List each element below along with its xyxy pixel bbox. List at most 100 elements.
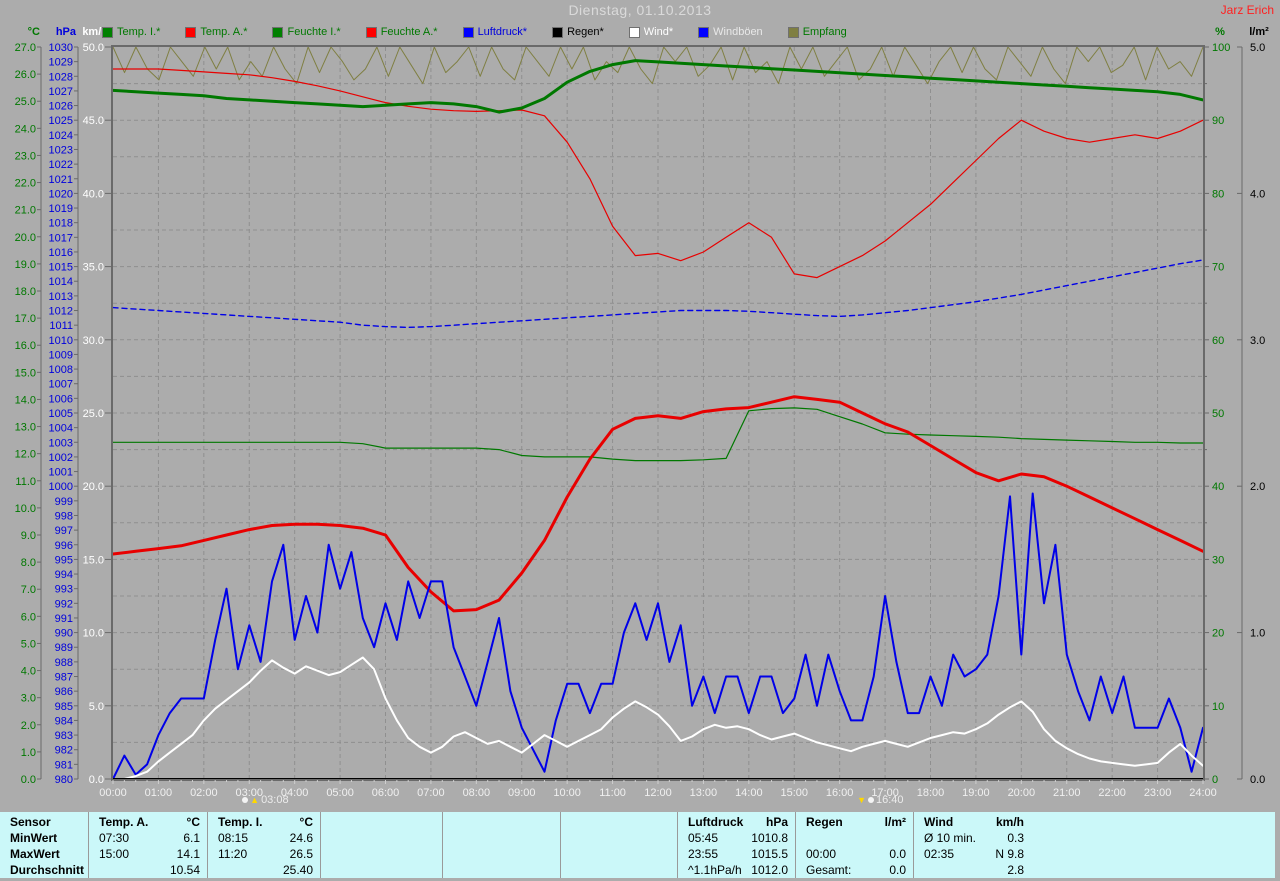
x-tick-label: 05:00 [326, 787, 354, 799]
tick-label-degc: 0.0 [21, 774, 36, 786]
axis-header-lm2: l/m² [1249, 26, 1269, 38]
legend-label: Luftdruck* [477, 26, 528, 38]
tick-label-hpa: 996 [55, 540, 73, 552]
tick-label-degc: 5.0 [21, 638, 36, 650]
tick-label-degc: 13.0 [15, 422, 36, 434]
series-temp-i- [111, 59, 1205, 114]
tick-label-degc: 2.0 [21, 720, 36, 732]
legend-item-temp-a[interactable]: Temp. A.* [185, 26, 248, 38]
tick-label-hpa: 987 [55, 672, 73, 684]
tick-label-kmh: 10.0 [83, 628, 104, 640]
tick-label-hpa: 983 [55, 730, 73, 742]
x-tick-label: 07:00 [417, 787, 445, 799]
tick-label-hpa: 1022 [49, 159, 73, 171]
legend-item-feuchte-a[interactable]: Feuchte A.* [365, 26, 438, 38]
x-tick-label: 03:00 [235, 787, 263, 799]
table-column-wind: Wind km/h Ø 10 min. 0.3 02:35 N 9.8 2.8 [913, 812, 1275, 878]
tick-label-hpa: 1023 [49, 144, 73, 156]
tick-label-lm2: 0.0 [1250, 774, 1265, 786]
tick-label-hpa: 1015 [49, 262, 73, 274]
x-tick-label: 19:00 [962, 787, 990, 799]
tick-label-kmh: 35.0 [83, 262, 104, 274]
sensor-unit: °C [299, 815, 313, 829]
tick-label-hpa: 989 [55, 642, 73, 654]
legend-item-regen[interactable]: Regen* [552, 26, 604, 38]
tick-label-hpa: 1024 [49, 130, 73, 142]
min-value: 24.6 [289, 831, 313, 845]
table-column-empty-5 [560, 812, 677, 878]
avg-value: 1012.0 [751, 863, 788, 877]
tick-label-hpa: 1027 [49, 86, 73, 98]
max-time: 11:20 [218, 847, 248, 861]
tick-label-degc: 25.0 [15, 96, 36, 108]
tick-label-degc: 22.0 [15, 178, 36, 190]
tick-label-kmh: 0.0 [89, 774, 104, 786]
moonset-marker: ▼ 16:40 [857, 794, 903, 806]
max-time: 00:00 [806, 847, 837, 861]
tick-label-hpa: 1025 [49, 115, 73, 127]
tick-label-degc: 20.0 [15, 232, 36, 244]
tick-label-hpa: 1008 [49, 364, 73, 376]
tick-label-pct: 0 [1212, 774, 1218, 786]
series-luftdruck [112, 259, 1204, 329]
tick-label-hpa: 993 [55, 584, 73, 596]
sensor-unit: °C [186, 815, 200, 829]
tick-label-degc: 24.0 [15, 123, 36, 135]
legend-item-windb-en[interactable]: Windböen [698, 26, 763, 38]
avg-value: 0.0 [889, 863, 906, 877]
tick-label-pct: 30 [1212, 554, 1224, 566]
legend-item-temp-i[interactable]: Temp. I.* [102, 26, 160, 38]
max-value: N 9.8 [995, 847, 1024, 861]
tick-label-pct: 10 [1212, 701, 1224, 713]
tick-label-degc: 6.0 [21, 611, 36, 623]
tick-label-degc: 4.0 [21, 666, 36, 678]
tick-label-kmh: 5.0 [89, 701, 104, 713]
tick-label-degc: 21.0 [15, 205, 36, 217]
legend-item-luftdruck[interactable]: Luftdruck* [462, 26, 528, 38]
legend-swatch-icon [272, 26, 284, 38]
tick-label-hpa: 1030 [49, 42, 73, 54]
x-tick-label: 20:00 [1008, 787, 1036, 799]
legend-label: Temp. A.* [200, 26, 248, 38]
legend-label: Feuchte A.* [380, 26, 438, 38]
min-value: 0.3 [1007, 831, 1024, 845]
max-time: 02:35 [924, 847, 955, 861]
max-time: 23:55 [688, 847, 719, 861]
tick-label-degc: 12.0 [15, 449, 36, 461]
tick-label-kmh: 25.0 [83, 408, 104, 420]
up-arrow-icon: ▲ [250, 794, 260, 805]
legend-label: Empfang [802, 26, 847, 38]
table-column-empty-4 [442, 812, 560, 878]
tick-label-hpa: 1009 [49, 349, 73, 361]
tick-label-hpa: 1021 [49, 174, 73, 186]
x-tick-label: 18:00 [917, 787, 945, 799]
sensor-name: Regen [806, 815, 843, 829]
table-column-temp-a-: Temp. A. °C 07:30 6.1 15:00 14.1 10.54 [88, 812, 207, 878]
tick-label-degc: 1.0 [21, 747, 36, 759]
tick-label-hpa: 1014 [49, 276, 73, 288]
tick-label-degc: 10.0 [15, 503, 36, 515]
legend-label: Regen* [567, 26, 604, 38]
tick-label-hpa: 1002 [49, 452, 73, 464]
legend-swatch-icon [102, 26, 113, 38]
tick-label-hpa: 1019 [49, 203, 73, 215]
tick-label-hpa: 998 [55, 510, 73, 522]
tick-label-lm2: 1.0 [1250, 628, 1265, 640]
sensor-unit: l/m² [884, 815, 906, 829]
tick-label-hpa: 1012 [49, 306, 73, 318]
legend-item-wind[interactable]: Wind* [628, 26, 674, 38]
legend-label: Wind* [643, 26, 674, 38]
tick-label-hpa: 999 [55, 496, 73, 508]
tick-label-hpa: 992 [55, 598, 73, 610]
legend-item-feuchte-i[interactable]: Feuchte I.* [272, 26, 341, 38]
tick-label-kmh: 45.0 [83, 115, 104, 127]
tick-label-hpa: 1011 [49, 320, 73, 332]
legend-swatch-icon [628, 26, 640, 38]
tick-label-hpa: 1006 [49, 393, 73, 405]
x-tick-label: 13:00 [690, 787, 718, 799]
legend-item-empfang[interactable]: Empfang [787, 26, 847, 38]
tick-label-hpa: 981 [55, 759, 73, 771]
tick-label-lm2: 5.0 [1250, 42, 1265, 54]
tick-label-hpa: 1013 [49, 291, 73, 303]
